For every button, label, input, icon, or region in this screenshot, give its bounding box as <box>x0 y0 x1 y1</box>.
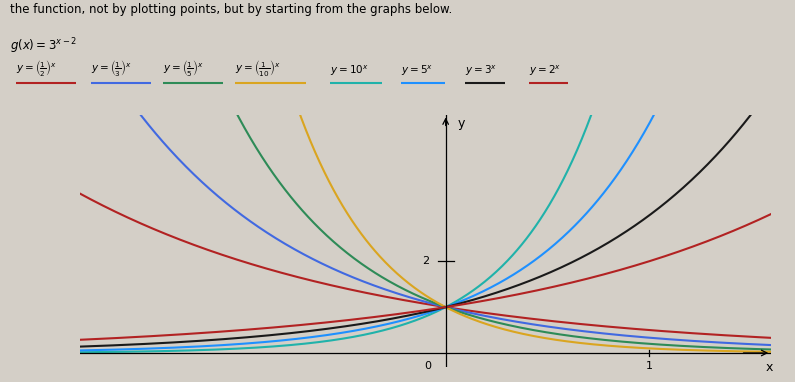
Text: 1: 1 <box>646 361 653 371</box>
Text: $y=\left(\frac{1}{3}\right)^x$: $y=\left(\frac{1}{3}\right)^x$ <box>91 58 133 78</box>
Text: $y=\left(\frac{1}{5}\right)^x$: $y=\left(\frac{1}{5}\right)^x$ <box>163 58 204 78</box>
Text: $y=5^x$: $y=5^x$ <box>401 63 434 78</box>
Text: $y=\left(\frac{1}{2}\right)^x$: $y=\left(\frac{1}{2}\right)^x$ <box>16 58 57 78</box>
Text: $g(x) = 3^{x-2}$: $g(x) = 3^{x-2}$ <box>10 37 76 56</box>
Text: x: x <box>766 361 773 374</box>
Text: 2: 2 <box>422 256 429 266</box>
Text: $y=2^x$: $y=2^x$ <box>529 63 561 78</box>
Text: the function, not by plotting points, but by starting from the graphs below.: the function, not by plotting points, bu… <box>10 3 452 16</box>
Text: 0: 0 <box>424 361 431 371</box>
Text: $y=\left(\frac{1}{10}\right)^x$: $y=\left(\frac{1}{10}\right)^x$ <box>235 58 280 78</box>
Text: y: y <box>458 117 465 130</box>
Text: $y=3^x$: $y=3^x$ <box>465 63 498 78</box>
Text: $y=10^x$: $y=10^x$ <box>330 63 369 78</box>
